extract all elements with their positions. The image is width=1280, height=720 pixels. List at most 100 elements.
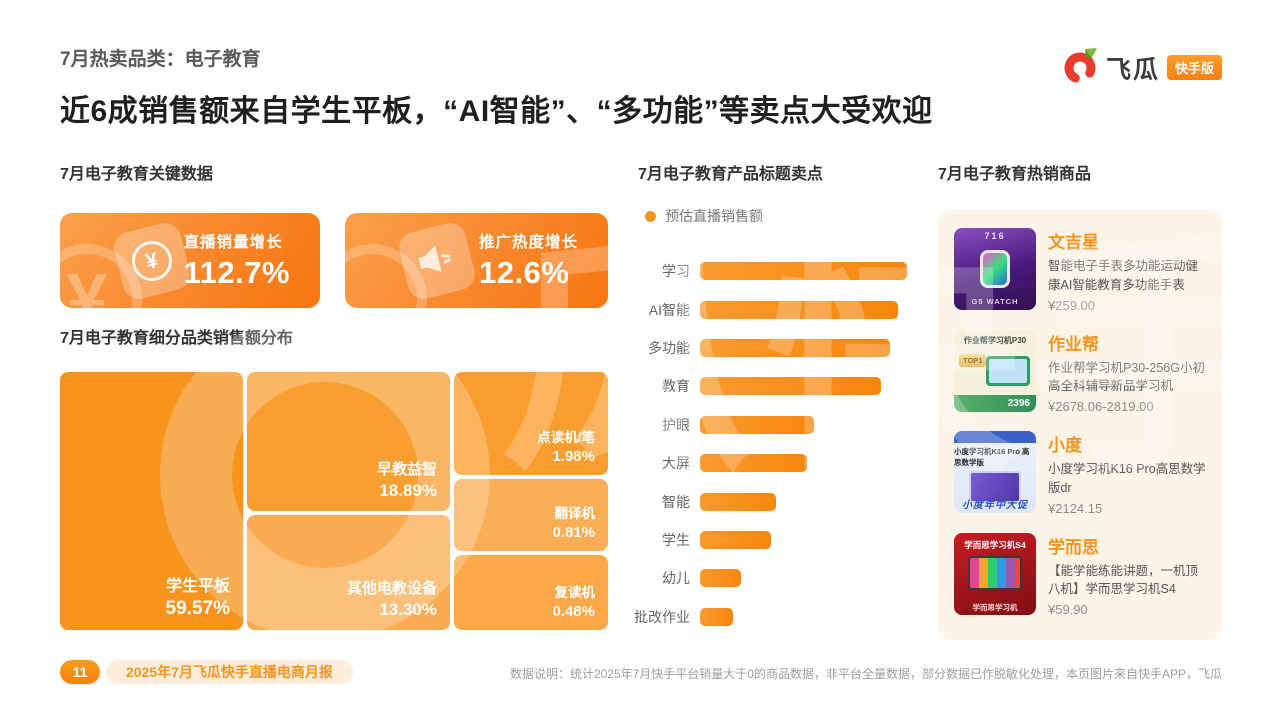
treemap-cell-label: 点读机/笔 <box>537 430 595 445</box>
section-title-key-data: 7月电子教育关键数据 <box>60 166 213 183</box>
top1-badge: TOP1 <box>959 353 987 367</box>
page-eyebrow: 7月热卖品类：电子教育 <box>60 49 261 70</box>
bar-category-label: 护眼 <box>662 416 690 433</box>
treemap-cell-label: 其他电教设备 <box>346 580 437 597</box>
product-price: ¥2124.15 <box>1048 500 1103 516</box>
treemap-cell-value: 59.57% <box>165 598 230 619</box>
product-row: 小度学习机K16 Pro 高思数学版 小度年中大促 小度 小度学习机K16 Pr… <box>954 431 1206 516</box>
stat-label: 直播销量增长 <box>183 234 283 251</box>
product-description: 小度学习机K16 Pro高思数学版dr <box>1048 462 1206 495</box>
bar-row: 学生 <box>630 521 930 559</box>
product-brand: 文吉星 <box>1048 233 1099 252</box>
product-thumbnail: 学而思学习机S4 学而思学习机 <box>954 532 1036 615</box>
treemap-cell-value: 0.81% <box>552 524 595 541</box>
stat-card-live-sales-growth: ¥ ¥ 直播销量增长 112.7% <box>60 213 320 308</box>
logo-brand-text: 飞瓜 <box>1105 55 1160 84</box>
page-title: 近6成销售额来自学生平板，“AI智能”、“多功能”等卖点大受欢迎 <box>60 95 933 128</box>
bar-category-label: 多功能 <box>648 339 690 356</box>
product-brand: 学而思 <box>1048 537 1099 557</box>
treemap-cell-repeater: 复读机 0.48% <box>454 555 608 630</box>
treemap-cell-value: 18.89% <box>379 481 437 500</box>
section-title-treemap: 7月电子教育细分品类销售额分布 <box>60 330 293 347</box>
product-thumbnail: 小度学习机K16 Pro 高思数学版 小度年中大促 <box>954 431 1036 513</box>
product-brand: 小度 <box>1048 436 1082 455</box>
circle-deco-icon <box>345 244 427 308</box>
bar <box>700 492 776 511</box>
thumbnail-text: 小度年中大促 <box>962 500 1028 511</box>
tablet-image <box>986 355 1030 386</box>
bar-row: AI智能 <box>630 290 930 328</box>
bar <box>700 262 907 281</box>
bar-row: 教育 <box>630 367 930 405</box>
treemap-cell-label: 翻译机 <box>554 506 596 521</box>
treemap-cell-translator: 翻译机 0.81% <box>454 479 608 551</box>
bar <box>700 454 808 473</box>
treemap-cell-value: 0.48% <box>552 603 595 620</box>
product-brand: 作业帮 <box>1048 334 1099 354</box>
bar-row: 幼儿 <box>630 559 930 597</box>
thumbnail-text: 2396 <box>954 394 1036 412</box>
stat-value: 112.7% <box>183 255 290 290</box>
bar <box>700 377 881 396</box>
product-description: 智能电子手表多功能运动健康AI智能教育多功能手表 <box>1048 259 1199 292</box>
bar-category-label: 学习 <box>662 263 690 280</box>
treemap-cell-label: 学生平板 <box>165 578 230 595</box>
stat-value: 12.6% <box>478 255 570 290</box>
data-disclaimer: 数据说明：统计2025年7月快手平台销量大于0的商品数据，非平台全量数据，部分数… <box>509 667 1222 681</box>
legend-label: 预估直播销售额 <box>665 208 763 224</box>
bar-row: 学习 <box>630 252 930 290</box>
product-price: ¥59.90 <box>1048 602 1088 617</box>
section-title-products: 7月电子教育热销商品 <box>938 166 1091 183</box>
bar-category-label: 学生 <box>662 531 690 548</box>
bar <box>700 569 741 588</box>
page-number-badge: 11 <box>60 660 100 684</box>
banner-strip <box>954 431 1036 443</box>
feigua-crescent-leaf-icon <box>1062 46 1100 89</box>
logo-version-badge: 快手版 <box>1166 55 1222 80</box>
hot-products-panel: 716 G5 WATCH 文吉星 智能电子手表多功能运动健康AI智能教育多功能手… <box>938 210 1222 640</box>
treemap-cell-label: 复读机 <box>554 585 596 600</box>
bar-category-label: 幼儿 <box>662 570 690 587</box>
product-price: ¥2678.06-2819.00 <box>1048 399 1154 414</box>
treemap-cell-other-devices: 其他电教设备 13.30% <box>247 515 450 630</box>
smartwatch-image <box>980 250 1010 288</box>
treemap-cell-value: 1.98% <box>552 448 595 465</box>
thumbnail-text: 小度学习机K16 Pro 高思数学版 <box>954 447 1030 467</box>
treemap-cell-value: 13.30% <box>379 600 437 619</box>
thumbnail-text: 学而思学习机 <box>972 602 1018 612</box>
thumbnail-text: G5 WATCH <box>971 297 1019 306</box>
bar-row: 大屏 <box>630 444 930 482</box>
bar <box>700 300 899 319</box>
stat-label: 推广热度增长 <box>478 234 578 251</box>
tablet-image <box>969 471 1021 503</box>
product-thumbnail: 作业帮学习机P30 TOP1 2396 <box>954 329 1036 412</box>
feigua-logo: 飞瓜 快手版 <box>1062 46 1222 89</box>
bar <box>700 415 815 434</box>
bar-row: 批改作业 <box>630 598 930 636</box>
bar <box>700 607 733 626</box>
product-price: ¥259.00 <box>1048 297 1095 313</box>
product-row: 716 G5 WATCH 文吉星 智能电子手表多功能运动健康AI智能教育多功能手… <box>954 228 1206 313</box>
product-row: 学而思学习机S4 学而思学习机 学而思 【能学能练能讲题，一机顶八机】学而思学习… <box>954 532 1206 617</box>
section-title-sellpoints: 7月电子教育产品标题卖点 <box>638 166 823 183</box>
product-thumbnail: 716 G5 WATCH <box>954 228 1036 310</box>
chart-legend: 预估直播销售额 <box>645 206 763 226</box>
product-description: 【能学能练能讲题，一机顶八机】学而思学习机S4 <box>1048 563 1199 597</box>
stat-card-promo-heat-growth: 推广热度增长 12.6% <box>345 213 608 308</box>
bar-category-label: 批改作业 <box>634 608 690 625</box>
thumbnail-text: 716 <box>984 231 1006 241</box>
treemap-cell-reading-pen: 点读机/笔 1.98% <box>454 372 608 475</box>
category-sales-treemap: 学生平板 59.57% 早教益智 18.89% 其他电教设备 13.30% 点读… <box>60 372 608 630</box>
report-name-pill: 2025年7月飞瓜快手直播电商月报 <box>106 660 353 684</box>
thumbnail-text: 作业帮学习机P30 <box>963 335 1027 345</box>
bar <box>700 338 891 357</box>
bar-row: 护眼 <box>630 406 930 444</box>
bar-row: 智能 <box>630 482 930 520</box>
treemap-cell-student-tablet: 学生平板 59.57% <box>60 372 243 630</box>
bar-category-label: 教育 <box>662 378 690 395</box>
bar-category-label: AI智能 <box>648 301 690 318</box>
product-description: 作业帮学习机P30-256G小初高全科辅导新品学习机 <box>1048 360 1205 394</box>
bar-category-label: 智能 <box>662 493 690 510</box>
legend-dot-icon <box>645 210 656 222</box>
sellpoints-bar-chart: 学习 AI智能 多功能 教育 护眼 大屏 智能 学生 <box>630 252 930 636</box>
